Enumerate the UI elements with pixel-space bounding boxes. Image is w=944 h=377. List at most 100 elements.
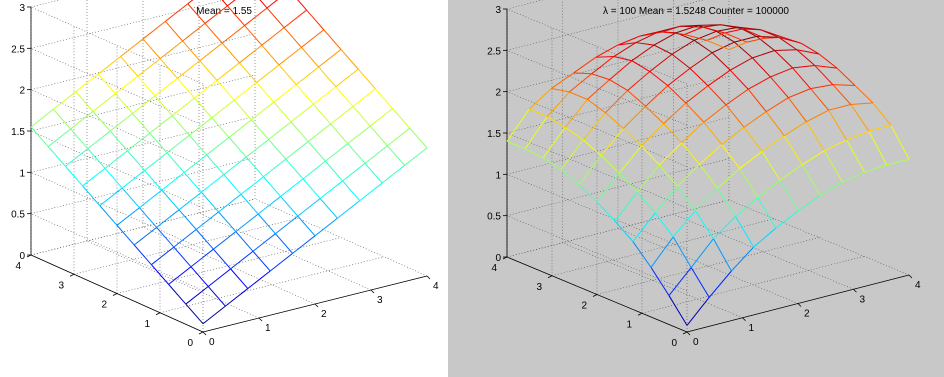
surface-mesh-edge — [528, 88, 552, 110]
surface-mesh-edge — [266, 0, 278, 9]
x-tick-label: 3 — [860, 294, 866, 305]
surface-mesh-edge — [564, 127, 584, 141]
surface-mesh-edge — [746, 37, 766, 43]
surface-mesh-edge — [87, 130, 111, 150]
surface-mesh-edge — [268, 121, 292, 140]
surface-mesh-edge — [173, 229, 197, 248]
grid-line-y — [551, 218, 775, 277]
x-tick-label: 4 — [915, 280, 921, 291]
surface-mesh-edge — [653, 44, 673, 55]
surface-mesh-edge — [109, 130, 128, 152]
surface-mesh-edge — [605, 90, 628, 114]
y-tick-label: 1 — [626, 319, 632, 330]
surface-mesh-edge — [591, 56, 615, 75]
x-tick-label: 1 — [265, 323, 271, 334]
surface-mesh-edge — [404, 147, 428, 166]
surface-mesh-edge — [53, 91, 77, 110]
z-tick-label: 0.5 — [487, 212, 501, 223]
surface-mesh-edge — [868, 124, 892, 132]
surface-mesh-edge — [805, 121, 825, 151]
plot-title-left: Mean = 1.55 — [196, 6, 252, 17]
surface-mesh-edge — [263, 158, 287, 178]
surface-mesh-edge — [546, 91, 570, 117]
surface-mesh-edge — [770, 67, 793, 78]
surface-mesh-edge — [87, 148, 106, 169]
surface-mesh-edge — [173, 246, 192, 268]
surface-mesh-edge — [70, 128, 89, 149]
grid-line-y — [73, 217, 299, 275]
surface-mesh-edge — [824, 139, 847, 152]
surface-mesh-edge — [787, 97, 807, 122]
surface-mesh-edge — [699, 144, 723, 165]
surface-mesh-edge — [725, 88, 749, 106]
surface-mesh-edge — [295, 66, 319, 85]
z-tick-label: 3 — [19, 3, 25, 14]
x-tick-label: 2 — [804, 309, 810, 320]
surface-mesh-edge — [729, 69, 749, 90]
surface-mesh-edge — [782, 36, 802, 44]
surface-mesh-edge — [239, 44, 263, 64]
surface-mesh-edge — [166, 152, 185, 173]
surface-mesh-edge — [313, 103, 331, 125]
surface-mesh-edge — [573, 56, 597, 74]
surface-mesh-edge — [792, 65, 815, 69]
grid-line-z — [506, 132, 688, 209]
surface-mesh-edge — [375, 88, 393, 109]
surface-mesh-edge — [154, 77, 178, 97]
surface-mesh-edge — [659, 164, 678, 187]
surface-mesh-edge — [75, 91, 94, 112]
surface-mesh-edge — [713, 216, 736, 240]
surface-mesh-edge — [92, 93, 116, 112]
surface-mesh-edge — [600, 155, 620, 174]
surface-mesh-edge — [770, 76, 789, 98]
surface-mesh-edge — [133, 227, 157, 246]
surface-mesh-edge — [178, 209, 197, 230]
surface-mesh-edge — [649, 71, 669, 87]
surface-mesh-edge — [724, 28, 743, 34]
surface-mesh-edge — [667, 67, 691, 87]
surface-mesh-edge — [387, 127, 411, 147]
surface-mesh-edge — [734, 35, 757, 43]
surface-mesh-edge — [301, 29, 325, 48]
surface-mesh-edge — [70, 110, 94, 130]
grid-line-y — [506, 199, 730, 258]
grid-line-z — [506, 215, 688, 291]
grid-line-z — [506, 117, 730, 175]
surface-mesh-edge — [166, 134, 190, 154]
x-tick — [797, 303, 802, 307]
y-tick-label: 1 — [144, 319, 150, 330]
surface-mesh-edge — [313, 86, 337, 105]
surface-mesh-edge — [761, 151, 781, 181]
surface-mesh-edge — [609, 60, 633, 81]
surface-mesh-edge — [596, 172, 620, 203]
surface-mesh-edge — [189, 134, 207, 156]
surface-mesh-edge — [259, 0, 268, 9]
surface-mesh-edge — [233, 99, 252, 121]
surface-mesh-edge — [595, 44, 619, 58]
surface-mesh-edge — [632, 241, 652, 268]
surface-mesh-edge — [251, 119, 269, 140]
z-tick-label: 3 — [495, 5, 501, 16]
surface-mesh-edge — [631, 60, 651, 72]
x-tick — [908, 274, 913, 279]
surface-mesh-edge — [187, 3, 206, 24]
surface-mesh-edge — [99, 187, 123, 207]
surface-mesh-edge — [75, 73, 99, 93]
surface-mesh-edge — [207, 286, 226, 307]
surface-mesh-edge — [735, 216, 755, 248]
surface-mesh-edge — [706, 39, 730, 51]
surface-mesh-edge — [278, 46, 302, 66]
surface-mesh-edge — [216, 80, 235, 101]
surface-mesh-edge — [764, 36, 784, 39]
grid-line-x — [728, 199, 910, 276]
surface-mesh-edge — [194, 80, 218, 99]
surface-mesh-edge — [301, 47, 319, 68]
surface-mesh-edge — [154, 95, 173, 116]
surface-mesh-edge — [613, 56, 632, 62]
surface-mesh-edge — [681, 121, 705, 144]
surface-mesh-edge — [92, 111, 111, 132]
x-tick — [426, 275, 431, 280]
surface-mesh-edge — [868, 130, 888, 166]
surface-mesh-edge — [542, 127, 566, 159]
surface-mesh-edge — [207, 268, 231, 287]
